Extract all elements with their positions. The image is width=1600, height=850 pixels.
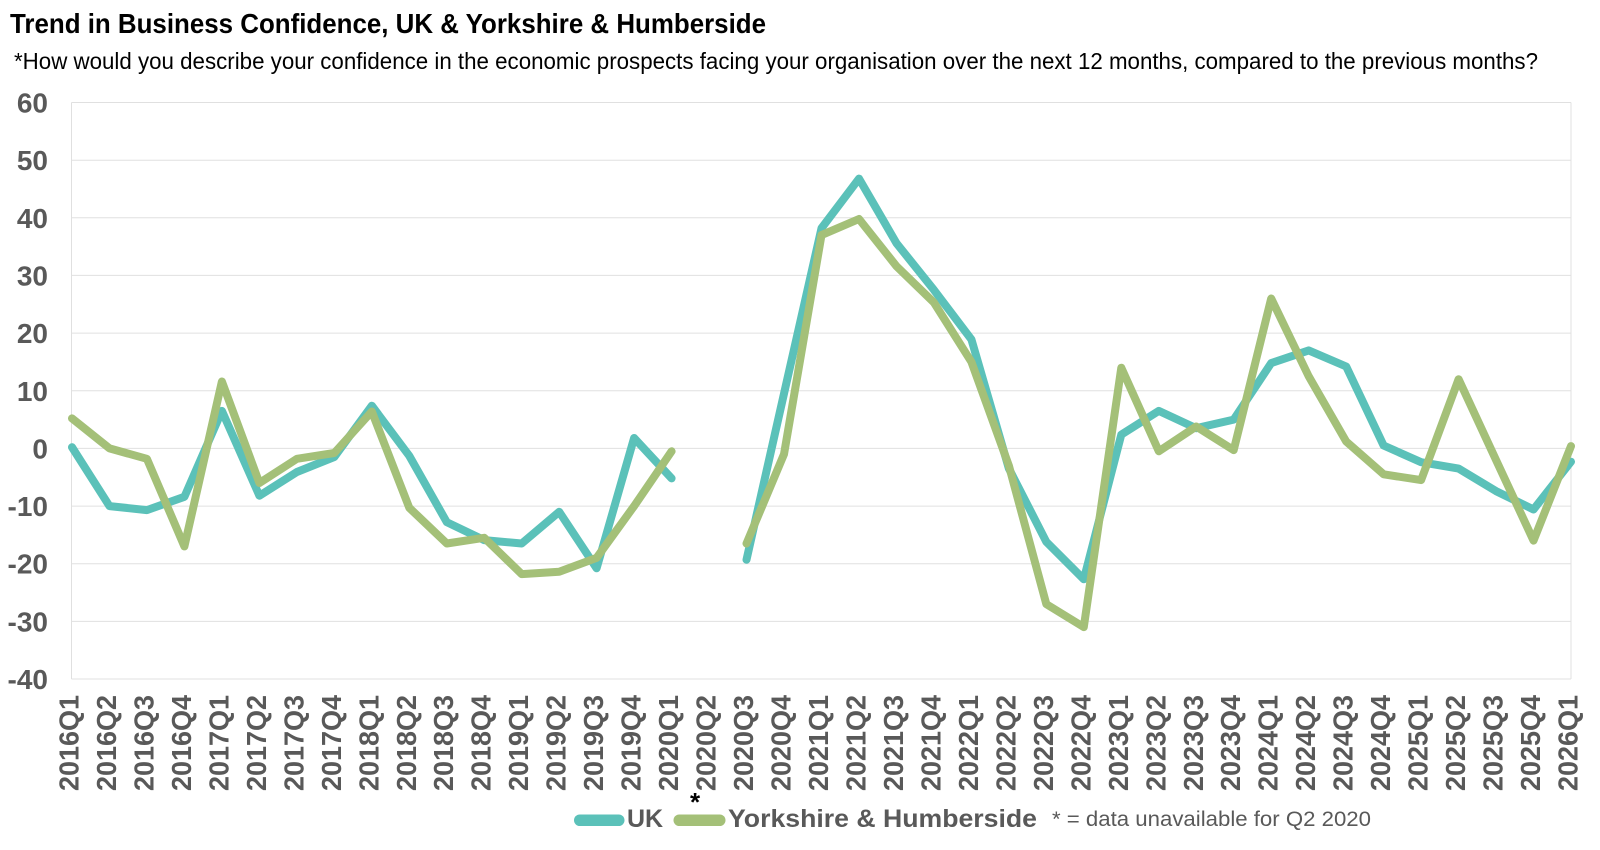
svg-text:-30: -30 — [8, 606, 48, 637]
svg-text:-40: -40 — [8, 664, 48, 695]
svg-text:2025Q1: 2025Q1 — [1403, 695, 1434, 791]
svg-text:20: 20 — [17, 318, 48, 349]
svg-text:2024Q1: 2024Q1 — [1253, 695, 1284, 791]
svg-text:*How would you describe your c: *How would you describe your confidence … — [14, 48, 1538, 74]
svg-text:2025Q2: 2025Q2 — [1440, 695, 1471, 791]
svg-text:2019Q3: 2019Q3 — [578, 695, 609, 791]
svg-text:2016Q3: 2016Q3 — [128, 695, 159, 791]
svg-text:UK: UK — [627, 805, 663, 833]
svg-text:2022Q2: 2022Q2 — [990, 695, 1021, 791]
svg-text:2025Q4: 2025Q4 — [1515, 695, 1546, 791]
svg-text:2018Q1: 2018Q1 — [353, 695, 384, 791]
svg-text:-20: -20 — [8, 549, 48, 580]
svg-text:2017Q3: 2017Q3 — [278, 695, 309, 791]
svg-text:2023Q4: 2023Q4 — [1215, 695, 1246, 791]
svg-text:Trend in Business Confidence,: Trend in Business Confidence, UK & Yorks… — [10, 8, 766, 39]
svg-text:* = data unavailable for Q2 20: * = data unavailable for Q2 2020 — [1052, 808, 1371, 831]
svg-text:2024Q3: 2024Q3 — [1328, 695, 1359, 791]
svg-text:2019Q4: 2019Q4 — [616, 695, 647, 791]
svg-text:2020Q3: 2020Q3 — [728, 695, 759, 791]
svg-text:30: 30 — [17, 260, 48, 291]
svg-text:2023Q1: 2023Q1 — [1103, 695, 1134, 791]
svg-text:2022Q4: 2022Q4 — [1065, 695, 1096, 791]
svg-text:40: 40 — [17, 203, 48, 234]
svg-text:2021Q2: 2021Q2 — [841, 695, 872, 791]
svg-text:2017Q4: 2017Q4 — [316, 695, 347, 791]
svg-text:-10: -10 — [8, 491, 48, 522]
svg-text:2016Q2: 2016Q2 — [91, 695, 122, 791]
svg-text:2017Q1: 2017Q1 — [203, 695, 234, 791]
svg-text:2024Q2: 2024Q2 — [1290, 695, 1321, 791]
svg-text:2020Q1: 2020Q1 — [653, 695, 684, 791]
svg-text:2020Q4: 2020Q4 — [766, 695, 797, 791]
svg-text:2024Q4: 2024Q4 — [1365, 695, 1396, 791]
svg-text:2021Q3: 2021Q3 — [878, 695, 909, 791]
svg-text:2019Q1: 2019Q1 — [503, 695, 534, 791]
svg-text:2018Q3: 2018Q3 — [428, 695, 459, 791]
svg-text:2017Q2: 2017Q2 — [241, 695, 272, 791]
svg-text:60: 60 — [17, 88, 48, 119]
svg-text:2025Q3: 2025Q3 — [1478, 695, 1509, 791]
svg-text:2018Q2: 2018Q2 — [391, 695, 422, 791]
svg-text:2022Q1: 2022Q1 — [953, 695, 984, 791]
svg-text:2022Q3: 2022Q3 — [1028, 695, 1059, 791]
svg-text:10: 10 — [17, 376, 48, 407]
svg-text:2021Q4: 2021Q4 — [915, 695, 946, 791]
svg-text:2026Q1: 2026Q1 — [1553, 695, 1584, 791]
svg-text:2021Q1: 2021Q1 — [803, 695, 834, 791]
svg-text:2023Q2: 2023Q2 — [1140, 695, 1171, 791]
svg-text:*: * — [690, 787, 701, 817]
svg-text:2020Q2: 2020Q2 — [691, 695, 722, 791]
svg-text:0: 0 — [32, 433, 48, 464]
svg-text:2016Q4: 2016Q4 — [166, 695, 197, 791]
svg-text:2018Q4: 2018Q4 — [466, 695, 497, 791]
svg-text:50: 50 — [17, 145, 48, 176]
svg-text:2016Q1: 2016Q1 — [54, 695, 85, 791]
svg-text:Yorkshire & Humberside: Yorkshire & Humberside — [728, 805, 1037, 833]
svg-text:2019Q2: 2019Q2 — [541, 695, 572, 791]
svg-text:2023Q3: 2023Q3 — [1178, 695, 1209, 791]
